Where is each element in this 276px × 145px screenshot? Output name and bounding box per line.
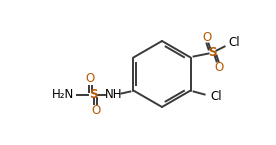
Text: O: O xyxy=(202,31,211,44)
Text: O: O xyxy=(92,104,101,117)
Text: O: O xyxy=(214,61,223,74)
Text: Cl: Cl xyxy=(229,36,240,49)
Text: Cl: Cl xyxy=(211,90,222,103)
Text: H₂N: H₂N xyxy=(52,88,75,101)
Text: S: S xyxy=(89,88,98,101)
Text: O: O xyxy=(86,72,95,85)
Text: S: S xyxy=(208,46,217,59)
Text: NH: NH xyxy=(105,88,122,101)
